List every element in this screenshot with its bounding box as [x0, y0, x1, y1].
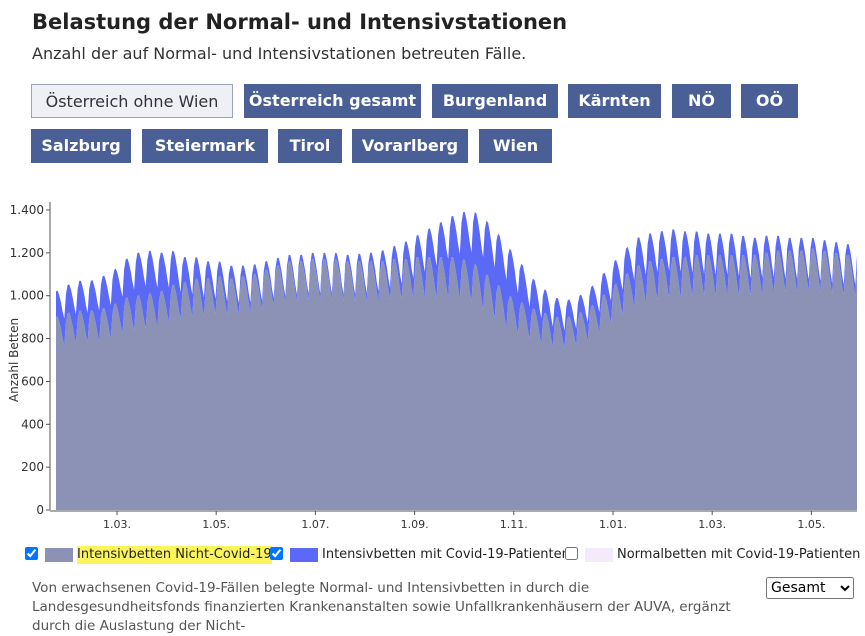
plot-area	[56, 212, 857, 510]
x-tick-label: 1.11.	[500, 518, 528, 531]
x-tick-label: 1.03.	[103, 518, 131, 531]
x-tick-label: 1.05.	[797, 518, 825, 531]
page-subtitle: Anzahl der auf Normal- und Intensivstati…	[32, 44, 527, 63]
scope-select[interactable]: Gesamt	[766, 577, 854, 599]
legend-swatch-normal-covid	[585, 548, 613, 562]
bed-occupancy-chart: 0 200 400 600 800 1.000 1.200 1.400 Anzahl Bette…	[7, 202, 857, 531]
region-button-salzburg[interactable]: Salzburg	[31, 129, 131, 163]
y-tick-label: 1.000	[10, 289, 44, 303]
region-button-burgenland[interactable]: Burgenland	[432, 84, 558, 118]
y-tick-label: 800	[21, 332, 44, 346]
x-tick-label: 1.05.	[202, 518, 230, 531]
page-title: Belastung der Normal- und Intensivstatio…	[32, 10, 568, 34]
region-button-wien[interactable]: Wien	[479, 129, 552, 163]
region-button-oesterreich-gesamt[interactable]: Österreich gesamt	[244, 84, 421, 118]
axes: 0 200 400 600 800 1.000 1.200 1.400 Anzahl Bette…	[7, 202, 857, 531]
legend-swatch-intensiv-non-covid	[45, 548, 73, 562]
y-tick-label: 1.200	[10, 246, 44, 260]
x-tick-label: 1.09.	[401, 518, 429, 531]
y-axis-label: Anzahl Betten	[7, 318, 21, 402]
legend-label-intensiv-covid: Intensivbetten mit Covid-19-Patienten	[322, 547, 570, 562]
legend-label-intensiv-non-covid: Intensivbetten Nicht-Covid-19	[77, 546, 272, 564]
region-button-vorarlberg[interactable]: Vorarlberg	[352, 129, 468, 163]
region-button-noe[interactable]: NÖ	[672, 84, 731, 118]
footnote-text: Von erwachsenen Covid-19-Fällen belegte …	[32, 580, 731, 634]
y-tick-label: 600	[21, 374, 44, 388]
x-tick-label: 1.07.	[301, 518, 329, 531]
region-button-ooe[interactable]: OÖ	[741, 84, 798, 118]
region-button-tirol[interactable]: Tirol	[278, 129, 342, 163]
legend-label-normal-covid: Normalbetten mit Covid-19-Patienten	[617, 547, 861, 562]
x-tick-label: 1.03.	[698, 518, 726, 531]
legend-checkbox-intensiv-covid[interactable]	[270, 547, 283, 560]
legend-checkbox-intensiv-non-covid[interactable]	[25, 547, 38, 560]
series-area-intensiv-non-covid	[56, 248, 857, 510]
legend-swatch-intensiv-covid	[290, 548, 318, 562]
x-tick-label: 1.01.	[599, 518, 627, 531]
region-button-steiermark[interactable]: Steiermark	[142, 129, 268, 163]
y-tick-label: 400	[21, 417, 44, 431]
region-button-kaernten[interactable]: Kärnten	[568, 84, 661, 118]
y-tick-label: 200	[21, 460, 44, 474]
region-button-oesterreich-ohne-wien[interactable]: Österreich ohne Wien	[31, 84, 233, 118]
series-area-intensiv-covid	[56, 212, 857, 348]
legend-checkbox-normal-covid[interactable]	[565, 547, 578, 560]
y-tick-label: 1.400	[10, 203, 44, 217]
y-tick-label: 0	[36, 503, 44, 517]
